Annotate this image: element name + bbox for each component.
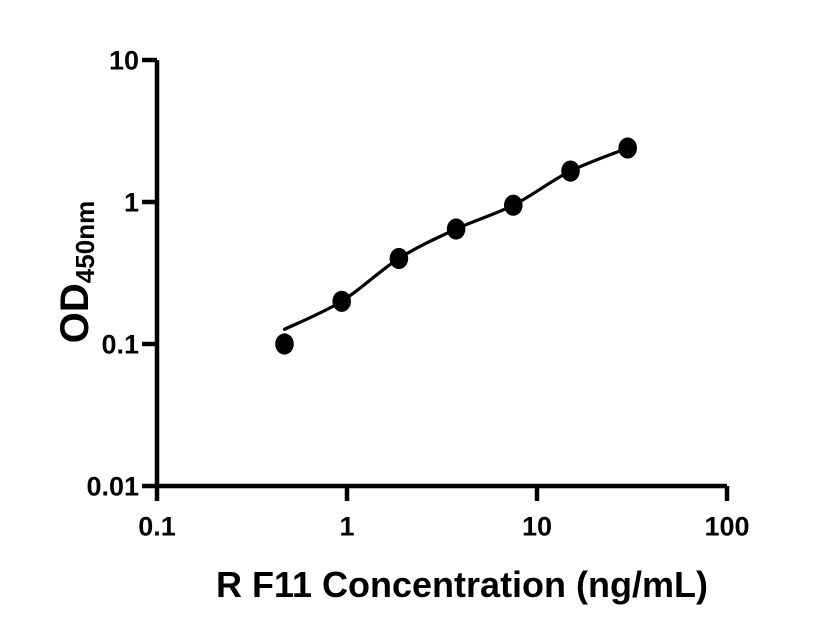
data-point <box>561 160 580 182</box>
y-tick-label: 0.01 <box>86 472 139 502</box>
data-point <box>332 290 352 312</box>
data-point <box>504 194 523 216</box>
y-tick-label: 0.1 <box>101 330 139 360</box>
y-tick-label: 10 <box>109 46 139 76</box>
x-tick-label: 100 <box>704 512 749 542</box>
y-axis-title-subscript: 450nm <box>70 201 100 283</box>
axis-titles: R F11 Concentration (ng/mL) OD450nm <box>53 201 708 605</box>
x-tick-label: 1 <box>339 512 354 542</box>
data-point <box>275 333 294 355</box>
x-tick-label: 0.1 <box>138 512 176 542</box>
data-points <box>275 137 637 355</box>
y-axis-title-main: OD <box>53 283 97 343</box>
x-axis-title: R F11 Concentration (ng/mL) <box>216 564 708 605</box>
axes <box>142 57 730 501</box>
data-point <box>446 218 466 240</box>
tick-labels: 0.01 0.1 1 10 0.1 1 10 100 <box>86 46 749 542</box>
y-axis-title: OD450nm <box>53 201 100 343</box>
y-tick-label: 1 <box>124 188 139 218</box>
data-point <box>389 247 409 270</box>
x-tick-label: 10 <box>522 512 552 542</box>
data-point <box>618 137 637 159</box>
